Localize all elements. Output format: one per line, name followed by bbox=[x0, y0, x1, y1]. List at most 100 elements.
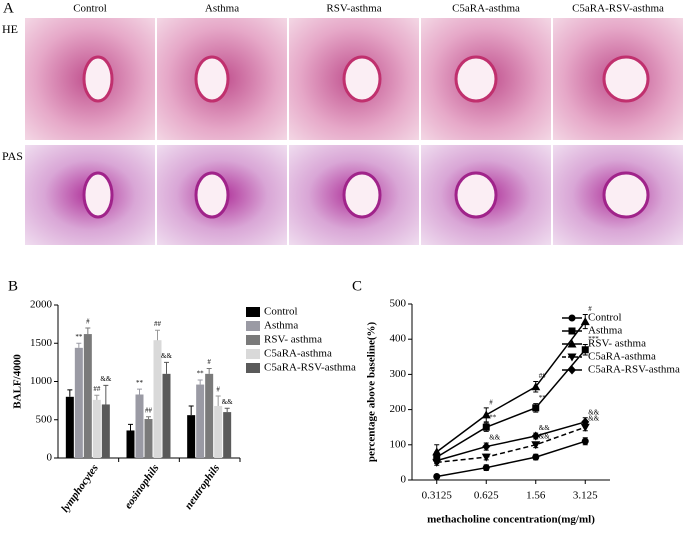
y-tick-label: 1000 bbox=[30, 375, 53, 387]
marker bbox=[581, 417, 590, 427]
significance-label: # bbox=[588, 305, 592, 313]
bar bbox=[65, 396, 74, 458]
significance-label: && bbox=[100, 375, 111, 383]
marker bbox=[432, 456, 441, 466]
x-tick-label: 0.3125 bbox=[422, 490, 453, 502]
legend-label: C5aRA-asthma bbox=[588, 351, 656, 363]
y-tick-label: 2000 bbox=[30, 299, 53, 311]
significance-label: ## bbox=[93, 385, 101, 393]
significance-label: ** bbox=[539, 394, 547, 402]
marker bbox=[482, 442, 491, 452]
marker bbox=[532, 453, 540, 461]
x-axis-label: methacholine concentration(mg/ml) bbox=[427, 514, 595, 526]
bar bbox=[135, 394, 144, 458]
x-tick-label: lymphocytes bbox=[59, 462, 101, 514]
line bbox=[436, 440, 586, 478]
error-bar bbox=[137, 388, 142, 395]
airway bbox=[194, 55, 230, 103]
bar bbox=[126, 430, 135, 458]
marker bbox=[481, 453, 491, 462]
airway bbox=[602, 55, 650, 103]
error-bar bbox=[155, 329, 160, 341]
y-tick-label: 300 bbox=[390, 368, 407, 380]
bar bbox=[153, 340, 162, 458]
line bbox=[436, 349, 586, 458]
significance-label: && bbox=[588, 414, 599, 422]
marker bbox=[482, 464, 490, 472]
y-tick-label: 200 bbox=[390, 403, 407, 415]
airway bbox=[454, 55, 498, 103]
significance-label: && bbox=[588, 408, 599, 416]
column-label: C5aRA-RSV-asthma bbox=[572, 3, 664, 15]
panel-label: B bbox=[8, 278, 18, 294]
legend-label: C5aRA-asthma bbox=[264, 348, 332, 360]
error-bar bbox=[67, 389, 73, 397]
error-bar bbox=[94, 394, 100, 400]
significance-label: && bbox=[161, 352, 172, 360]
legend-label: Control bbox=[588, 312, 622, 324]
legend-swatch bbox=[246, 321, 260, 331]
marker bbox=[432, 447, 442, 456]
bar bbox=[74, 347, 83, 458]
bar bbox=[83, 334, 92, 458]
legend-marker bbox=[567, 353, 577, 362]
bar bbox=[92, 399, 101, 458]
significance-label: # bbox=[207, 358, 211, 366]
row-label: PAS bbox=[2, 149, 23, 163]
y-tick-label: 500 bbox=[390, 298, 407, 310]
significance-label: ## bbox=[154, 320, 162, 328]
bar bbox=[205, 373, 214, 458]
airway bbox=[82, 55, 114, 103]
bar bbox=[101, 404, 110, 458]
error-bar bbox=[76, 342, 82, 348]
x-tick-label: eosinophils bbox=[122, 462, 161, 511]
legend-label: C5aRA-RSV-asthma bbox=[264, 362, 356, 374]
significance-label: # bbox=[86, 318, 90, 326]
legend-marker bbox=[568, 365, 576, 375]
legend-swatch bbox=[246, 307, 260, 317]
airway bbox=[194, 171, 230, 219]
line bbox=[436, 426, 586, 464]
significance-label: ** bbox=[136, 379, 144, 387]
legend-marker bbox=[567, 339, 577, 348]
y-tick-label: 1500 bbox=[30, 337, 53, 349]
significance-label: && bbox=[539, 424, 550, 432]
legend-label: RSV- asthma bbox=[588, 338, 646, 350]
error-bar bbox=[188, 405, 194, 416]
error-bar bbox=[197, 379, 203, 385]
significance-label: ## bbox=[539, 372, 547, 380]
column-label: C5aRA-asthma bbox=[452, 3, 520, 15]
marker bbox=[482, 423, 490, 431]
marker bbox=[531, 382, 541, 391]
significance-label: ** bbox=[75, 333, 83, 341]
significance-label: # bbox=[216, 386, 220, 394]
error-bar bbox=[146, 416, 151, 419]
panel-label: A bbox=[3, 0, 14, 16]
significance-label: ## bbox=[145, 406, 153, 414]
legend-label: C5aRA-RSV-asthma bbox=[588, 364, 680, 376]
legend-swatch bbox=[246, 363, 260, 373]
line bbox=[436, 421, 586, 462]
bar bbox=[214, 405, 223, 458]
column-label: Control bbox=[73, 3, 107, 15]
y-tick-label: 0 bbox=[401, 474, 407, 486]
error-bar bbox=[85, 327, 91, 335]
significance-label: # bbox=[489, 398, 493, 406]
marker bbox=[532, 404, 540, 412]
significance-label: && bbox=[539, 433, 550, 441]
panel-label: C bbox=[352, 278, 362, 294]
x-tick-label: neutrophils bbox=[183, 462, 223, 511]
significance-label: && bbox=[222, 398, 233, 406]
airway bbox=[454, 171, 498, 219]
x-tick-label: 0.625 bbox=[474, 490, 499, 502]
y-tick-label: 100 bbox=[390, 438, 407, 450]
significance-label: *** bbox=[588, 335, 599, 343]
error-bar bbox=[224, 407, 230, 413]
legend-marker bbox=[568, 327, 576, 335]
airway bbox=[602, 171, 650, 219]
error-bar bbox=[206, 367, 212, 374]
airway bbox=[342, 55, 382, 103]
significance-label: ** bbox=[489, 414, 497, 422]
